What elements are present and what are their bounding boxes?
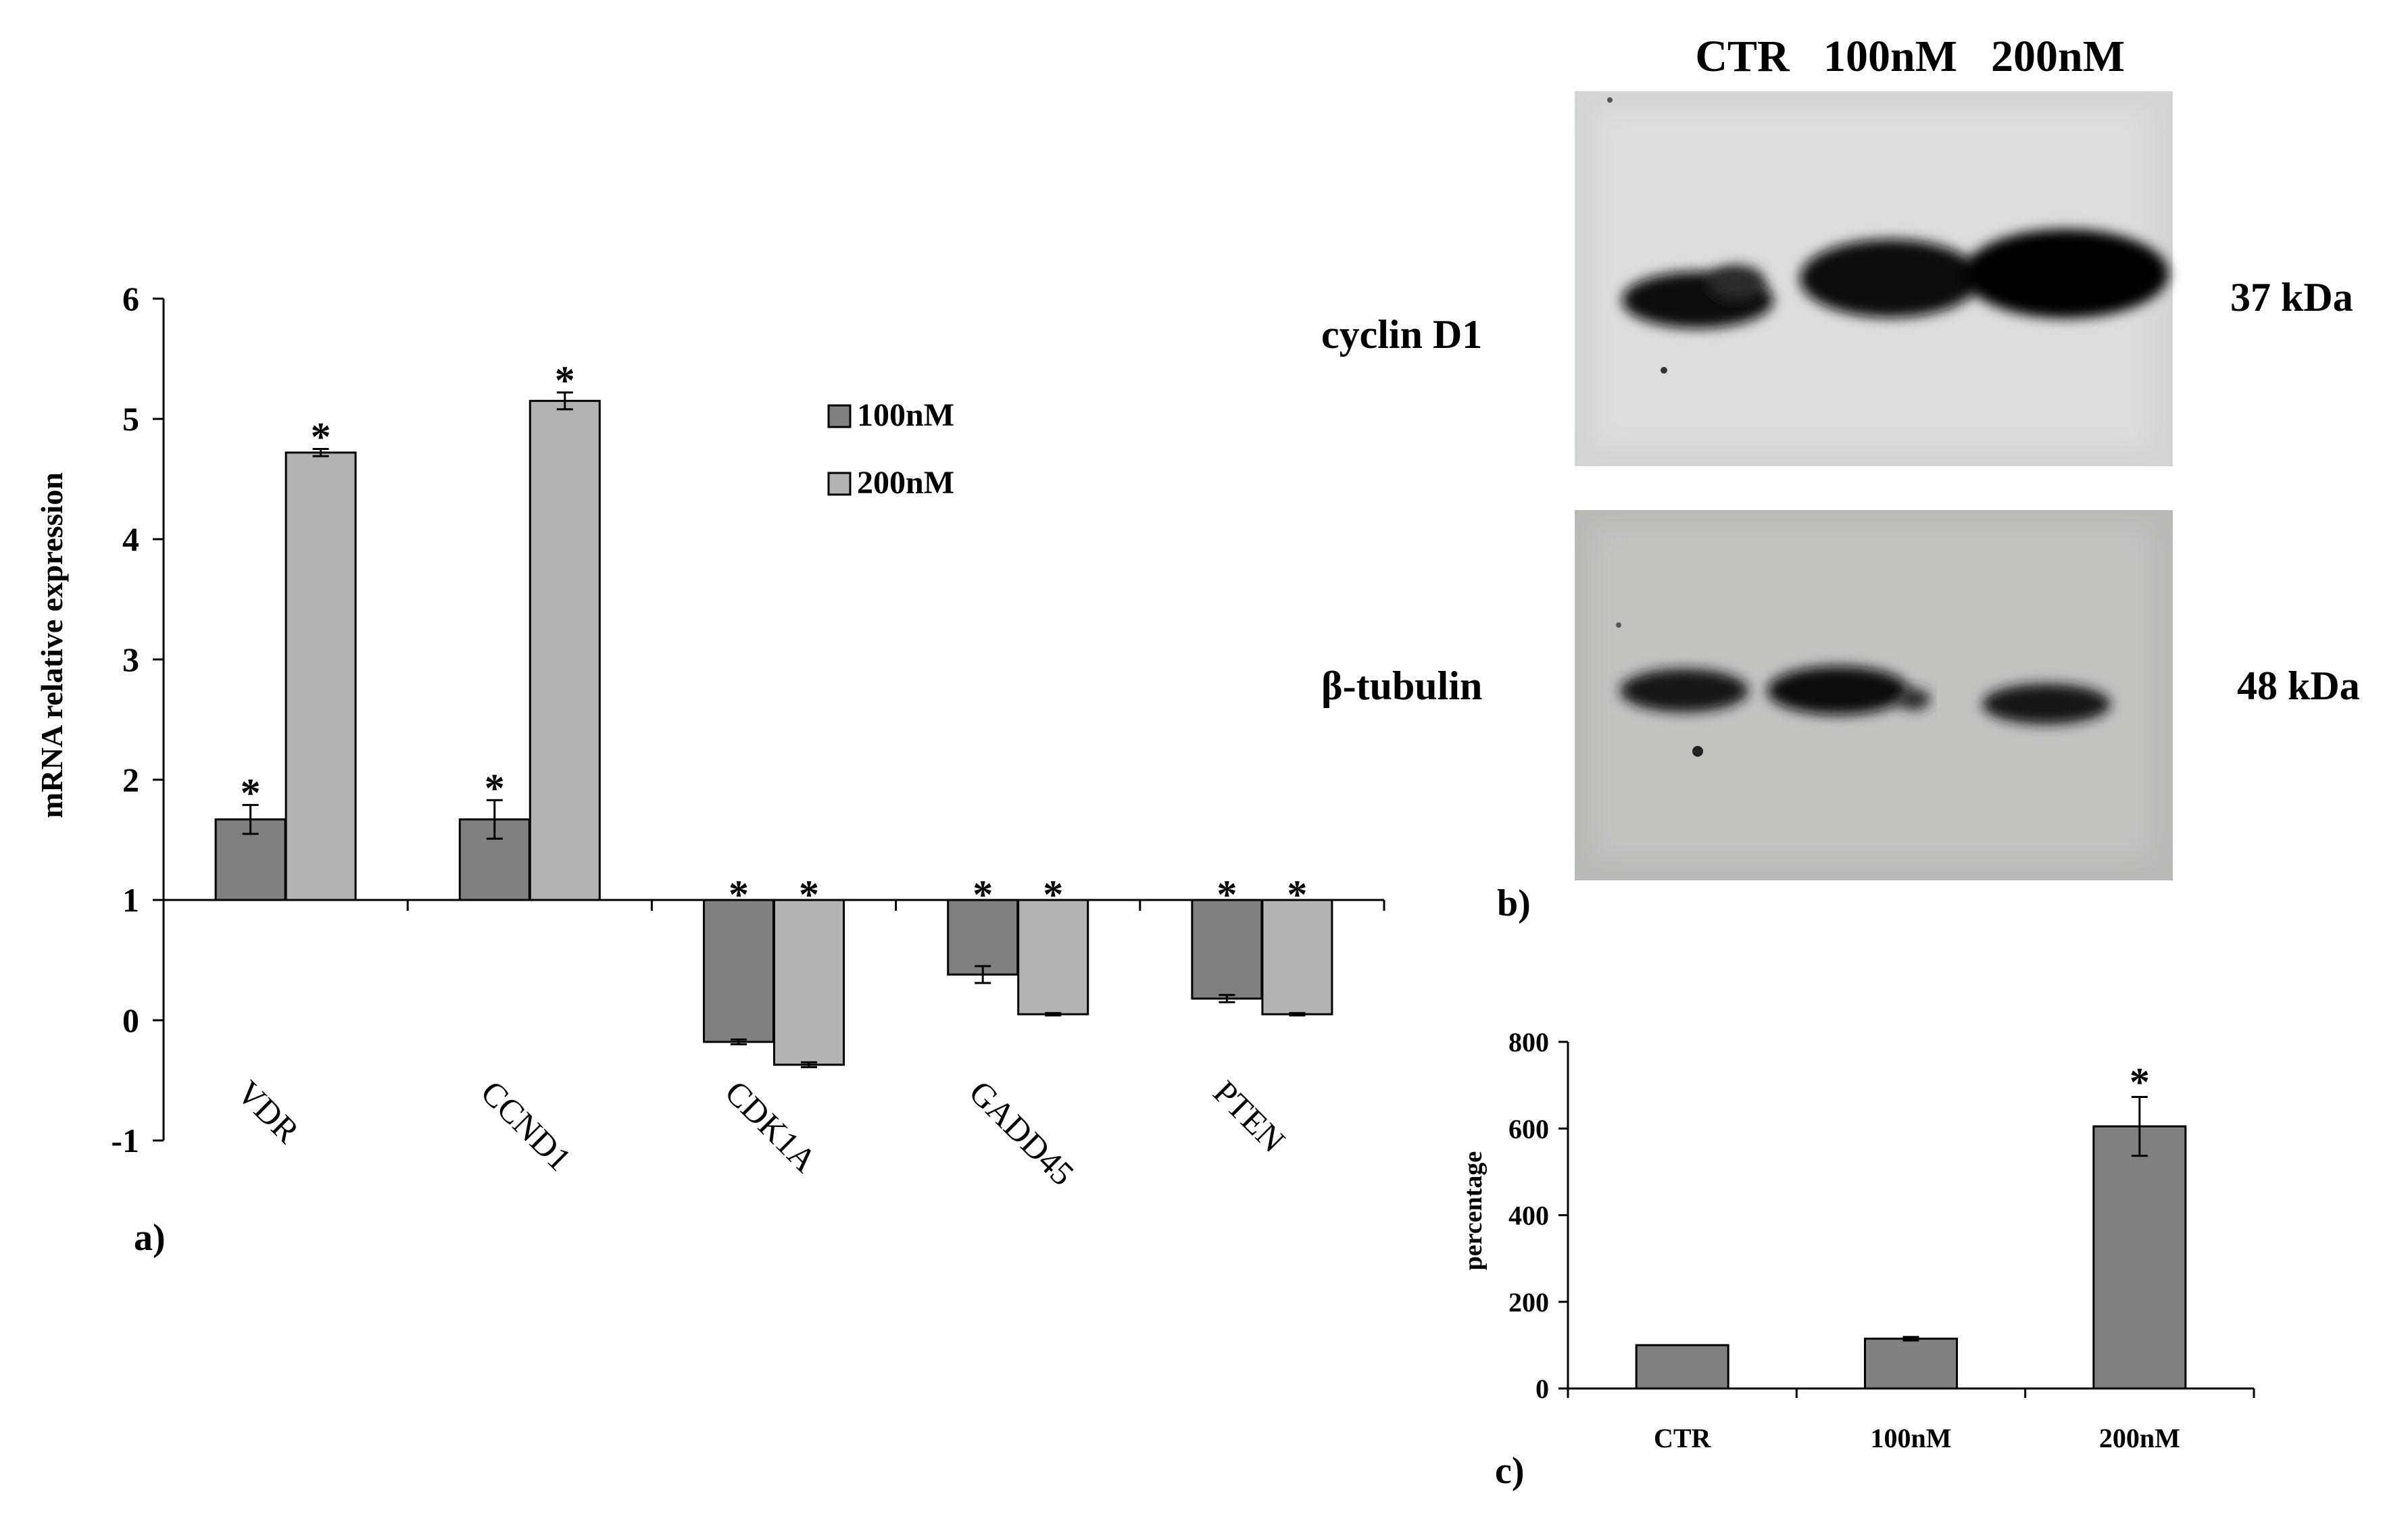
- chart-a-y-tick-label: 6: [122, 280, 139, 318]
- significance-marker: *: [1287, 872, 1307, 917]
- category-label-100nm: 100nM: [1871, 1423, 1952, 1453]
- category-label-ctr: CTR: [1654, 1423, 1712, 1453]
- bar-200nm: [2092, 1125, 2187, 1390]
- chart-c-y-tick-label: 0: [1535, 1374, 1549, 1404]
- panel-label-b: b): [1497, 882, 1531, 924]
- category-label-pten: PTEN: [1206, 1073, 1293, 1159]
- significance-marker: *: [241, 770, 261, 815]
- lane-label-200nm: 200nM: [1991, 32, 2125, 81]
- significance-marker: *: [485, 766, 505, 810]
- panel-label-c: c): [1495, 1450, 1525, 1492]
- band-tubulin-200nm: [1982, 684, 2111, 724]
- lane-label-100nm: 100nM: [1823, 32, 1957, 81]
- chart-a-y-tick-label: 4: [122, 520, 139, 558]
- significance-marker: *: [973, 872, 993, 917]
- chart-a-y-tick-label: -1: [111, 1122, 139, 1159]
- chart-a-y-tick-label: 5: [122, 400, 139, 438]
- chart-a-y-ticks: -1 0 1 2 3 4 5 6: [111, 280, 164, 1159]
- chart-c-axes: [1567, 1042, 2255, 1398]
- lane-label-ctr: CTR: [1695, 32, 1790, 81]
- chart-c-y-ticks: 0 200 400 600 800: [1508, 1027, 1568, 1404]
- chart-a-axes: [162, 299, 1385, 1141]
- category-label-gadd45: GADD45: [962, 1073, 1081, 1193]
- significance-marker: *: [1043, 872, 1063, 917]
- significance-marker: *: [1217, 872, 1237, 917]
- band-tubulin-100nm: [1767, 666, 1909, 715]
- chart-a-bars: * * * * * * * * * *: [214, 358, 1333, 1068]
- panel-label-a: a): [134, 1217, 166, 1259]
- chart-a-y-tick-label: 3: [122, 641, 139, 678]
- chart-a-y-tick-label: 0: [122, 1001, 139, 1039]
- chart-c-y-axis-label: percentage: [1459, 1151, 1488, 1271]
- category-label-200nm: 200nM: [2099, 1423, 2180, 1453]
- bar-200nm-gadd45: [1017, 899, 1089, 1016]
- significance-marker: *: [799, 872, 819, 917]
- bar-100nm-pten: [1191, 899, 1263, 1000]
- legend-label-100nm: 100nM: [857, 397, 954, 433]
- chart-a-y-axis-label: mRNA relative expression: [34, 472, 69, 818]
- significance-marker: *: [2130, 1059, 2150, 1104]
- chart-c: percentage 0 200 400 600 800 * CTR 100nM 200nM…: [1459, 1027, 2255, 1492]
- bar-200nm-vdr: [285, 451, 357, 901]
- chart-a-y-tick-label: 2: [122, 761, 139, 799]
- legend-swatch-200nm: [827, 472, 852, 496]
- chart-c-y-tick-label: 600: [1508, 1113, 1549, 1144]
- chart-a-legend: 100nM 200nM: [827, 397, 954, 501]
- blot-size-37kda: 37 kDa: [2230, 275, 2353, 320]
- western-blot: CTR 100nM 200nM cyclin D1 37 kDa β-t: [1321, 32, 2360, 924]
- legend-label-200nm: 200nM: [857, 465, 954, 501]
- significance-marker: *: [555, 358, 575, 403]
- chart-c-y-tick-label: 200: [1508, 1287, 1549, 1318]
- chart-c-y-tick-label: 400: [1508, 1201, 1549, 1231]
- bar-200nm-cdk1a: [773, 899, 845, 1066]
- bar-100nm-cdk1a: [703, 899, 775, 1043]
- chart-c-y-tick-label: 800: [1508, 1027, 1549, 1057]
- band-tubulin-ctr: [1620, 669, 1748, 712]
- blot-membrane-cyclin-d1: [1575, 91, 2173, 466]
- significance-marker: *: [311, 415, 331, 459]
- band-cyclin-100nm: [1800, 239, 1981, 318]
- blot-protein-cyclin-d1: cyclin D1: [1321, 312, 1482, 357]
- chart-a-category-labels: VDR CCND1 CDK1A GADD45 PTEN: [230, 1073, 1293, 1193]
- category-label-cdk1a: CDK1A: [718, 1073, 824, 1179]
- chart-c-category-labels: CTR 100nM 200nM: [1654, 1423, 2180, 1453]
- bar-ctr: [1635, 1344, 1729, 1390]
- bar-200nm-pten: [1261, 899, 1333, 1016]
- band-cyclin-200nm: [1963, 229, 2169, 318]
- legend-swatch-100nm: [827, 404, 852, 428]
- category-label-vdr: VDR: [230, 1073, 308, 1151]
- chart-a-y-tick-label: 1: [122, 881, 139, 919]
- blot-size-48kda: 48 kDa: [2237, 664, 2360, 708]
- significance-marker: *: [729, 872, 749, 917]
- chart-c-bars: *: [1635, 1059, 2187, 1390]
- category-label-ccnd1: CCND1: [474, 1073, 579, 1178]
- blot-protein-beta-tubulin: β-tubulin: [1321, 664, 1482, 708]
- bar-100nm: [1864, 1337, 1958, 1390]
- bar-200nm-ccnd1: [529, 399, 601, 901]
- blot-membrane-beta-tubulin: [1575, 510, 2173, 880]
